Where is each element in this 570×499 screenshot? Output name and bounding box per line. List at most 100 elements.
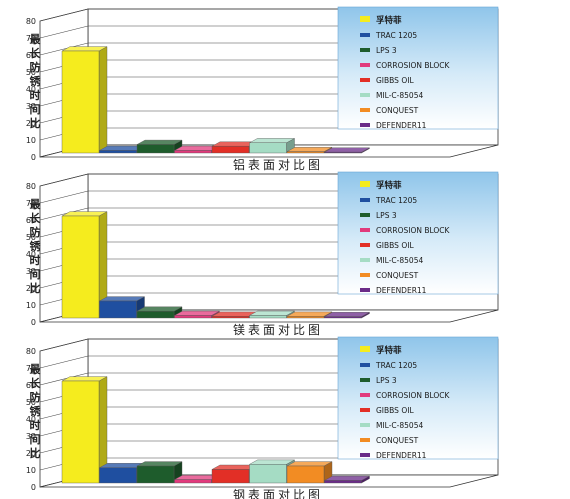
- y-tick-label: 20: [26, 284, 36, 293]
- legend-swatch: [360, 438, 370, 442]
- bar-front: [286, 465, 325, 484]
- y-tick-label: 50: [26, 398, 36, 407]
- bar-top: [286, 311, 333, 317]
- legend-swatch: [360, 346, 370, 352]
- bar-front: [99, 467, 137, 484]
- legend-label: LPS 3: [376, 376, 397, 385]
- gridline-side: [39, 173, 89, 187]
- bar-top: [61, 46, 108, 52]
- bar-top: [61, 376, 108, 382]
- legend-label: GIBBS OIL: [376, 76, 414, 85]
- y-tick-label: 50: [26, 68, 36, 77]
- bar-front: [61, 380, 100, 484]
- legend-swatch: [360, 213, 370, 217]
- bar-top: [324, 312, 370, 317]
- legend-label: MIL-C-85054: [376, 421, 423, 430]
- gridline-side: [39, 42, 89, 56]
- y-tick-label: 30: [26, 102, 36, 111]
- bar-front: [136, 311, 175, 319]
- legend-label: DEFENDER11: [376, 451, 427, 460]
- y-axis-label: 最长防锈时间比: [30, 198, 42, 295]
- y-tick-label: 40: [26, 85, 36, 94]
- legend-swatch: [360, 63, 370, 67]
- bar-top: [249, 138, 295, 144]
- legend-label: TRAC 1205: [375, 196, 417, 205]
- bar-1: [61, 211, 108, 319]
- y-tick-label: 80: [26, 347, 36, 356]
- legend-swatch: [360, 198, 370, 202]
- y-tick-label: 70: [26, 364, 36, 373]
- legend-label: MIL-C-85054: [376, 256, 423, 265]
- bar-top: [136, 139, 183, 145]
- bar-8: [324, 475, 370, 484]
- legend-label: GIBBS OIL: [376, 406, 414, 415]
- y-tick-label: 0: [31, 153, 36, 162]
- bar-front: [99, 150, 137, 154]
- bar-front: [324, 151, 362, 154]
- bar-front: [211, 145, 250, 154]
- legend-label: CORROSION BLOCK: [376, 391, 451, 400]
- legend-swatch: [360, 16, 370, 22]
- gridline-side: [39, 372, 89, 386]
- y-tick-label: 50: [26, 233, 36, 242]
- bar-top: [61, 211, 108, 217]
- legend-swatch: [360, 258, 370, 262]
- bar-1: [61, 46, 108, 154]
- bar-front: [174, 150, 212, 154]
- chart-title: 镁表面对比图: [233, 323, 323, 337]
- bar-2: [99, 296, 145, 319]
- legend-swatch: [360, 78, 370, 82]
- y-tick-label: 30: [26, 432, 36, 441]
- legend-label: TRAC 1205: [375, 361, 417, 370]
- bar-side: [98, 46, 108, 154]
- bar-6: [249, 138, 295, 154]
- bar-top: [136, 461, 183, 467]
- y-tick-label: 20: [26, 449, 36, 458]
- gridline-side: [39, 207, 89, 221]
- y-tick-label: 70: [26, 199, 36, 208]
- bar-front: [136, 465, 175, 484]
- y-tick-label: 10: [26, 466, 36, 475]
- y-tick-label: 60: [26, 216, 36, 225]
- legend-swatch: [360, 393, 370, 397]
- legend-swatch: [360, 243, 370, 247]
- gridline-side: [39, 190, 89, 204]
- bar-7: [286, 146, 333, 154]
- gridline-side: [39, 8, 89, 22]
- legend-label: LPS 3: [376, 46, 397, 55]
- legend-swatch: [360, 123, 370, 127]
- y-tick-label: 40: [26, 415, 36, 424]
- legend-swatch: [360, 453, 370, 457]
- bar-front: [286, 316, 325, 319]
- bar-front: [249, 142, 287, 154]
- y-tick-label: 30: [26, 267, 36, 276]
- y-tick-label: 0: [31, 318, 36, 327]
- legend-label: 孚特菲: [376, 345, 402, 356]
- bar-front: [174, 315, 212, 319]
- y-tick-label: 70: [26, 34, 36, 43]
- y-tick-label: 80: [26, 182, 36, 191]
- legend-swatch: [360, 378, 370, 382]
- legend-swatch: [360, 288, 370, 292]
- y-tick-label: 0: [31, 483, 36, 492]
- bar-top: [99, 296, 145, 302]
- legend-swatch: [360, 423, 370, 427]
- bar-front: [324, 316, 362, 319]
- bar-front: [61, 50, 100, 154]
- legend-label: TRAC 1205: [375, 31, 417, 40]
- legend-swatch: [360, 363, 370, 367]
- legend-label: GIBBS OIL: [376, 241, 414, 250]
- y-tick-label: 10: [26, 301, 36, 310]
- chart-title: 钢表面对比图: [233, 488, 323, 499]
- bar-front: [61, 215, 100, 319]
- legend-swatch: [360, 181, 370, 187]
- bar-front: [286, 151, 325, 154]
- bar-front: [249, 464, 287, 484]
- bar-front: [211, 469, 250, 484]
- bar-top: [286, 461, 333, 467]
- gridline-side: [39, 338, 89, 352]
- legend-label: CONQUEST: [376, 106, 419, 115]
- bar-3: [136, 306, 183, 319]
